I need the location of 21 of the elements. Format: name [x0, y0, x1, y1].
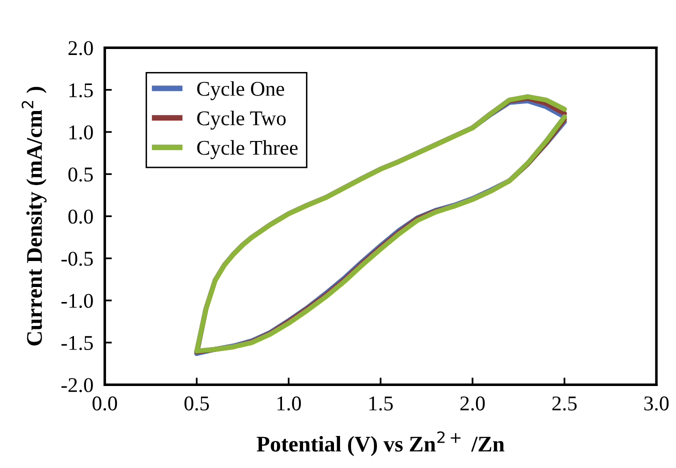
y-tick-label: 2.0 [68, 41, 93, 56]
x-tick-label: 1.0 [277, 396, 301, 411]
y-tick-label: -1.0 [61, 294, 93, 308]
y-tick-label: 0.0 [68, 210, 93, 224]
y-tick-label: -1.5 [61, 336, 93, 350]
x-tick-label: 1.5 [369, 396, 393, 411]
y-tick-label: -2.0 [61, 378, 93, 392]
legend-label: Cycle Three [197, 140, 298, 160]
x-tick-label: 3.0 [644, 396, 669, 411]
x-tick-label: 2.5 [552, 396, 577, 411]
y-tick-label: -0.5 [61, 252, 93, 266]
y-tick-label: 1.0 [69, 125, 93, 140]
legend-label: Cycle One [197, 81, 284, 100]
legend-label: Cycle Two [197, 110, 286, 130]
x-tick-label: 0.5 [184, 396, 209, 411]
x-tick-label: 0.0 [92, 396, 118, 411]
y-tick-label: 0.5 [68, 167, 93, 182]
y-axis-title: Current Density (mA/cm$^{2}$ ) [22, 86, 47, 346]
y-tick-label: 1.5 [69, 83, 93, 98]
x-axis-title: Potential (V) vs Zn$^{2+}$ /Zn [256, 431, 504, 456]
x-tick-label: 2.0 [460, 396, 485, 411]
